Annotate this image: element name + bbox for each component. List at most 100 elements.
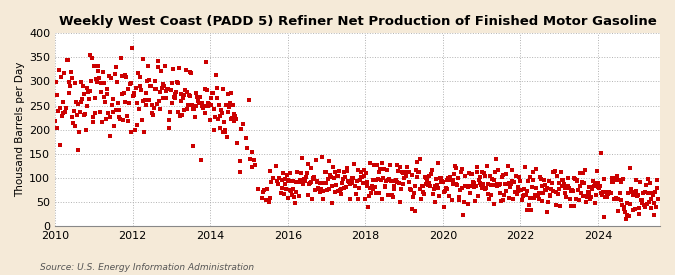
Point — [455, 188, 466, 192]
Point — [311, 180, 322, 184]
Point — [414, 157, 425, 161]
Point — [355, 169, 366, 174]
Point — [578, 181, 589, 185]
Point — [411, 174, 422, 179]
Point — [429, 200, 440, 204]
Point — [460, 174, 470, 178]
Point — [462, 184, 473, 189]
Point — [375, 178, 386, 182]
Point — [465, 172, 476, 176]
Point — [109, 72, 120, 76]
Point — [434, 193, 445, 198]
Point — [323, 176, 333, 181]
Point — [437, 179, 448, 184]
Point — [78, 84, 88, 89]
Point — [651, 205, 661, 210]
Point — [463, 202, 474, 206]
Point — [624, 214, 634, 218]
Point — [188, 144, 198, 148]
Point — [369, 163, 379, 167]
Point — [333, 189, 344, 194]
Point — [331, 174, 342, 178]
Point — [466, 172, 477, 176]
Point — [381, 168, 392, 172]
Point — [145, 84, 156, 88]
Point — [564, 197, 575, 201]
Point — [101, 117, 111, 122]
Point — [105, 134, 116, 138]
Point — [387, 195, 398, 199]
Point — [359, 168, 370, 172]
Point — [221, 103, 232, 107]
Point — [350, 184, 360, 188]
Point — [514, 179, 525, 183]
Point — [373, 191, 384, 195]
Point — [133, 71, 144, 75]
Point — [646, 197, 657, 201]
Point — [163, 86, 173, 91]
Point — [408, 194, 418, 199]
Point — [211, 73, 221, 77]
Point — [506, 182, 516, 186]
Point — [339, 170, 350, 174]
Point — [649, 201, 659, 205]
Point — [308, 175, 319, 180]
Text: Source: U.S. Energy Information Administration: Source: U.S. Energy Information Administ… — [40, 263, 254, 272]
Point — [651, 178, 662, 182]
Point — [424, 181, 435, 185]
Point — [406, 188, 416, 192]
Point — [495, 191, 506, 196]
Point — [390, 178, 401, 183]
Point — [271, 179, 282, 183]
Point — [158, 96, 169, 100]
Point — [227, 116, 238, 120]
Point — [194, 101, 205, 105]
Point — [142, 63, 153, 68]
Point — [458, 212, 468, 217]
Point — [172, 81, 183, 85]
Point — [377, 160, 387, 165]
Point — [591, 193, 601, 197]
Point — [310, 158, 321, 163]
Point — [219, 130, 230, 134]
Point — [354, 185, 364, 190]
Point — [168, 67, 179, 71]
Point — [545, 193, 556, 197]
Point — [614, 191, 625, 195]
Point — [379, 167, 389, 171]
Point — [261, 186, 272, 191]
Point — [628, 190, 639, 194]
Point — [296, 171, 306, 175]
Point — [389, 179, 400, 183]
Point — [599, 177, 610, 182]
Point — [554, 180, 565, 185]
Point — [592, 185, 603, 189]
Point — [128, 94, 138, 98]
Point — [523, 202, 534, 207]
Point — [481, 186, 491, 190]
Point — [169, 95, 180, 99]
Point — [241, 135, 252, 140]
Point — [619, 206, 630, 211]
Point — [221, 134, 232, 139]
Point — [217, 110, 227, 115]
Point — [550, 189, 561, 194]
Point — [353, 197, 364, 201]
Point — [82, 86, 92, 90]
Point — [422, 178, 433, 182]
Point — [428, 192, 439, 196]
Point — [178, 108, 189, 112]
Point — [246, 165, 257, 169]
Point — [76, 100, 86, 104]
Point — [61, 57, 72, 62]
Point — [375, 167, 385, 171]
Point — [551, 203, 562, 207]
Point — [546, 187, 557, 191]
Point — [151, 102, 162, 107]
Point — [156, 69, 167, 73]
Point — [385, 163, 396, 167]
Point — [289, 195, 300, 200]
Point — [276, 178, 287, 182]
Point — [369, 185, 380, 189]
Point — [103, 74, 114, 78]
